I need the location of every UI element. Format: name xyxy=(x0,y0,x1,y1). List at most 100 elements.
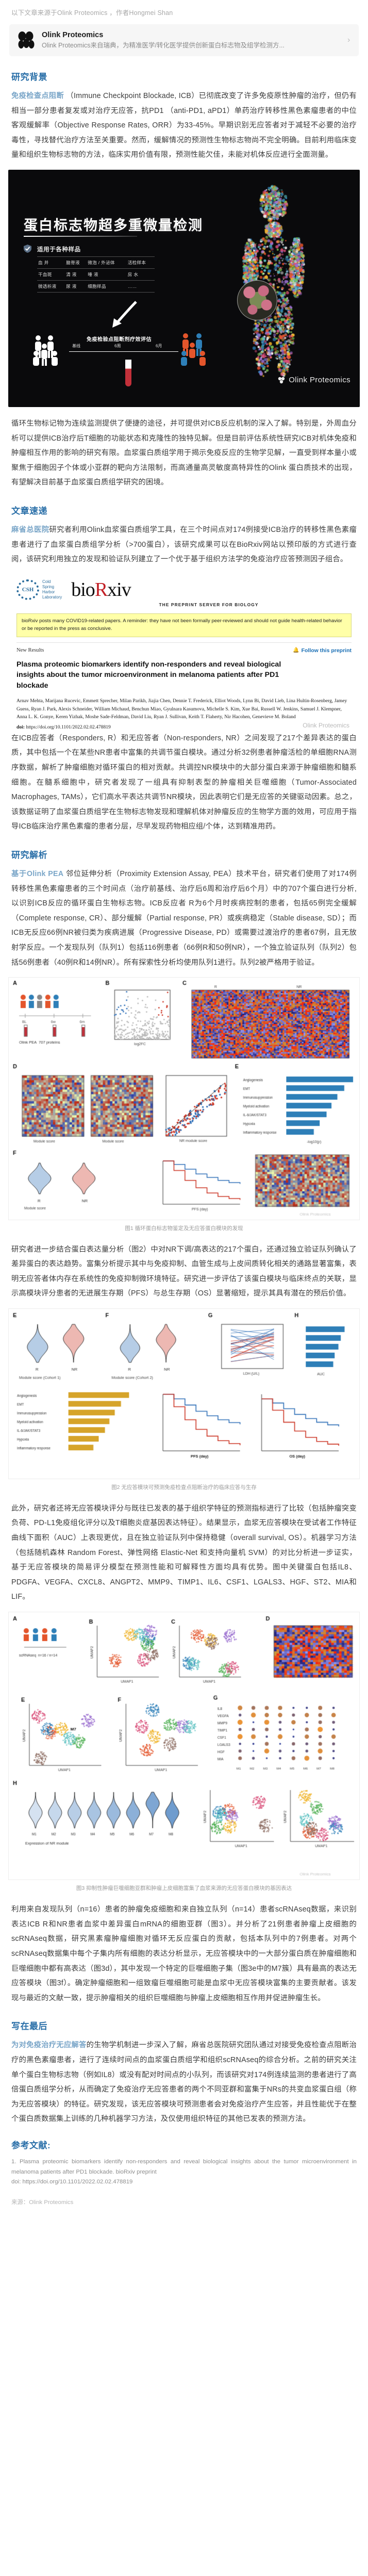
reference-list: 1. Plasma proteomic biomarkers identify … xyxy=(11,2157,357,2188)
section-heading-express: 文章速递 xyxy=(11,506,47,516)
table-row: 微透析液 尿 液 细胞样品 …… xyxy=(37,280,155,293)
table-row: 血 并 脑脊液 微泡 / 外泌体 活检样本 xyxy=(37,256,155,269)
background-paragraph-2: 循环生物标记物为连续监测提供了便捷的途径，并可提供对ICB反应机制的深入了解。特… xyxy=(11,419,357,487)
follow-preprint-button[interactable]: 🔔 Follow this preprint xyxy=(293,647,352,654)
paper-doi[interactable]: doi: https://doi.org/10.1101/2022.02.02.… xyxy=(16,724,352,730)
olink-dots-icon xyxy=(277,376,286,384)
sample-cell: 清 液 xyxy=(65,268,87,281)
express-lead: 麻省总医院 xyxy=(11,526,49,534)
biorxiv-pre: bio xyxy=(71,578,95,601)
biorxiv-preprint-card: CSH Cold Spring Harbor Laboratory bioRxi… xyxy=(9,574,359,730)
figure-3-caption: 图3 抑制性肿瘤巨噬细胞亚群和肿瘤上皮细胞富集了血浆来源的无应答蛋白模块的基因表… xyxy=(76,1885,292,1892)
sample-cell: …… xyxy=(126,280,155,293)
figure-1 xyxy=(8,977,360,1220)
cell-micrograph-circle xyxy=(237,280,277,321)
chevron-right-icon[interactable]: › xyxy=(347,36,350,45)
paper-title[interactable]: Plasma proteomic biomarkers identify non… xyxy=(16,660,281,690)
flow-arrow-icon xyxy=(109,299,140,330)
express-paragraph-1: 麻省总医院研究者利用Olink血浆蛋白质组学工具，在三个时间点对174例接受IC… xyxy=(11,523,357,567)
banner-divider xyxy=(24,236,137,237)
final-lead: 为对免疫治疗无应解答 xyxy=(11,2041,87,2050)
account-name: Olink Proteomics xyxy=(42,31,104,39)
section-heading-final: 写在最后 xyxy=(11,2021,47,2032)
sample-cell: 微泡 / 外泌体 xyxy=(87,256,127,269)
paper-watermark: Olink Proteomics xyxy=(303,721,349,729)
cshl-ring-mark: CSH xyxy=(16,579,39,600)
account-text: Olink Proteomics Olink Proteomics来自瑞典，为精… xyxy=(42,30,340,50)
express-body-1: 研究者利用Olink血浆蛋白质组学工具，在三个时间点对174例接受ICB治疗的转… xyxy=(11,526,357,564)
analysis-paragraph-2: 研究者进一步结合蛋白表达量分析（图2）中对NR下调/高表达的217个蛋白，还通过… xyxy=(11,1245,357,1298)
figure-3-canvas xyxy=(8,1611,360,1881)
covid-disclaimer-note: bioRxiv posts many COVID19-related paper… xyxy=(16,613,352,637)
analysis-paragraph-3: 此外，研究者还将无应答模块评分与既往已发表的基于组织学特征的预测指标进行了比较（… xyxy=(11,1504,357,1601)
figure-1-caption: 图1 循环蛋白标志物鉴定及无应答蛋白模块的发现 xyxy=(125,1225,243,1232)
final-body-1: 的生物学机制进一步深入了解，麻省总医院研究团队通过对接受免疫检查点阻断治疗的黑色… xyxy=(11,2041,357,2124)
people-group-after xyxy=(179,332,211,369)
flow-axis xyxy=(69,351,178,352)
background-body-1: （Immune Checkpoint Blockade, ICB）已彻底改变了许… xyxy=(11,92,357,159)
section-heading-analysis: 研究解析 xyxy=(11,850,47,861)
analysis-body-1: 邻位延伸分析（Proximity Extension Assay, PEA）技术… xyxy=(11,870,357,967)
sample-cell: 尿 液 xyxy=(65,280,87,293)
new-results-label: New Results xyxy=(16,647,44,653)
cshl-line: Harbor xyxy=(42,589,55,594)
analysis-paragraph-4: 利用来自发现队列（n=16）患者的肿瘤免疫细胞和来自独立队列（n=14）患者sc… xyxy=(11,1905,357,2002)
analysis-lead: 基于Olink PEA xyxy=(11,870,64,879)
sample-cell: 细胞样品 xyxy=(87,280,127,293)
express-paragraph-2: 在ICB应答者（Responders, R）和无应答者（Non-responde… xyxy=(11,734,357,831)
follow-preprint-label: Follow this preprint xyxy=(301,647,352,654)
sample-cell: 活检样本 xyxy=(126,256,155,269)
doi-value: https://doi.org/10.1101/2022.02.02.47881… xyxy=(26,724,111,730)
paper-authors: Arnav Mehta, Marijana Rucevic, Emmett Sp… xyxy=(16,698,347,720)
cshl-line: Laboratory xyxy=(42,594,62,600)
background-lead: 免疫检查点阻断 xyxy=(11,92,64,101)
paper-meta-card: New Results 🔔 Follow this preprint Plasm… xyxy=(16,642,352,730)
figure-3 xyxy=(8,1611,360,1881)
sample-cell: 血 并 xyxy=(37,256,65,269)
sample-cell: 唾 液 xyxy=(87,268,127,281)
doi-label: doi: xyxy=(16,724,25,730)
biorxiv-r: R xyxy=(94,578,108,601)
blood-tube-icon xyxy=(125,360,131,387)
source-footer: 来源：Olink Proteomics xyxy=(11,2199,74,2206)
people-group-before xyxy=(32,334,62,369)
banner-subtitle: 适用于各种样品 xyxy=(37,247,81,253)
biorxiv-post: xiv xyxy=(107,578,131,601)
bell-icon: 🔔 xyxy=(293,647,299,653)
article-page: 以下文章来源于Olink Proteomics ，作者Hongmei Shan … xyxy=(8,9,360,2206)
sample-cell: 房 水 xyxy=(126,268,155,281)
sample-cell: 微透析液 xyxy=(37,280,65,293)
final-paragraph-1: 为对免疫治疗无应解答的生物学机制进一步深入了解，麻省总医院研究团队通过对接受免疫… xyxy=(11,2038,357,2127)
flow-tick-baseline: 基线 xyxy=(72,344,80,349)
flow-tick-6w: 6周 xyxy=(114,344,121,349)
figure-2-canvas xyxy=(8,1308,360,1479)
sample-cell: 干血斑 xyxy=(37,268,65,281)
flow-tick-6m: 6月 xyxy=(156,344,162,349)
biorxiv-wordmark: bioRxiv xyxy=(71,578,131,601)
flow-label: 免疫检验点阻断剂疗效评估 xyxy=(87,337,152,343)
analysis-paragraph-1: 基于Olink PEA 邻位延伸分析（Proximity Extension A… xyxy=(11,867,357,970)
account-description: Olink Proteomics来自瑞典，为精准医学/转化医学提供创新蛋白标志物… xyxy=(42,41,285,49)
check-shield-icon xyxy=(24,245,31,253)
table-row: 干血斑 清 液 唾 液 房 水 xyxy=(37,268,155,281)
biorxiv-logo-row: CSH Cold Spring Harbor Laboratory bioRxi… xyxy=(9,574,359,604)
figure-2 xyxy=(8,1308,360,1479)
figure-2-caption: 图2 无应答模块可预测免疫检查点阻断治疗的临床应答与生存 xyxy=(111,1484,257,1490)
figure-1-canvas xyxy=(8,977,360,1220)
olink-flower-logo xyxy=(16,30,36,50)
background-paragraph-1: 免疫检查点阻断 （Immune Checkpoint Blockade, ICB… xyxy=(11,89,357,163)
sample-types-table: 血 并 脑脊液 微泡 / 外泌体 活检样本 干血斑 清 液 唾 液 房 水 微透… xyxy=(37,256,155,293)
banner-watermark: Olink Proteomics xyxy=(277,376,350,384)
banner-watermark-text: Olink Proteomics xyxy=(289,376,350,385)
cshl-line: Cold xyxy=(42,579,51,584)
section-heading-background: 研究背景 xyxy=(11,72,47,83)
reference-doi[interactable]: doi: https://doi.org/10.1101/2022.02.02.… xyxy=(11,2179,133,2185)
paper-top-row: New Results 🔔 Follow this preprint xyxy=(16,647,352,654)
banner-title: 蛋白标志物超多重微量检测 xyxy=(24,218,203,234)
sample-cell: 脑脊液 xyxy=(65,256,87,269)
section-heading-references: 参考文献: xyxy=(11,2140,51,2150)
account-card[interactable]: Olink Proteomics Olink Proteomics来自瑞典，为精… xyxy=(9,24,359,57)
cshl-wordmark: Cold Spring Harbor Laboratory xyxy=(42,579,62,600)
cshl-logo: CSH Cold Spring Harbor Laboratory xyxy=(16,579,62,600)
cshl-line: Spring xyxy=(42,584,55,589)
